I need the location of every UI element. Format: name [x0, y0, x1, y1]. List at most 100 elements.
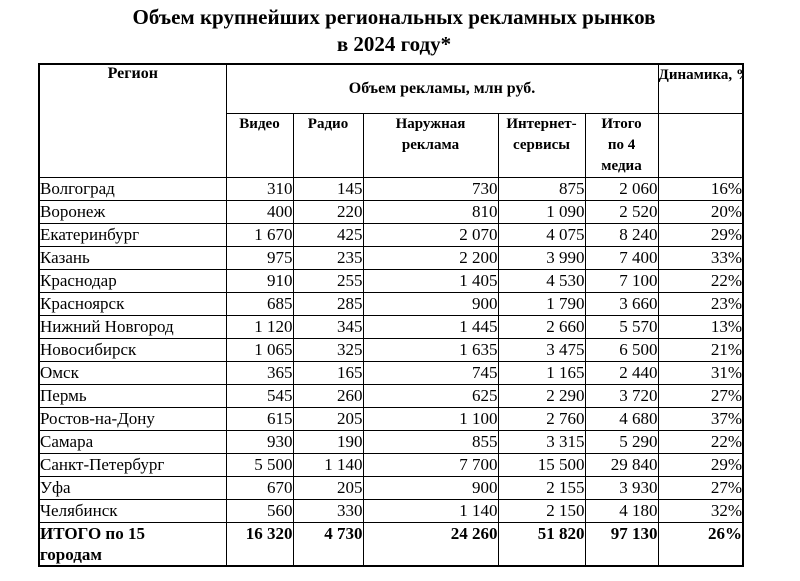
cell-dynamics: 20% — [657, 199, 744, 224]
cell-radio: 220 — [292, 199, 364, 224]
cell-total: 2 060 — [584, 176, 659, 201]
cell-dynamics: 33% — [657, 245, 744, 270]
table-row: Челябинск 560 330 1 140 2 150 4 180 32% — [38, 498, 744, 523]
page-title: Объем крупнейших региональных рекламных … — [38, 4, 750, 58]
cell-region: Воронеж — [38, 199, 227, 224]
cell-total: 7 400 — [584, 245, 659, 270]
cell-totals-outdoor: 24 260 — [362, 521, 499, 567]
cell-outdoor: 855 — [362, 429, 499, 454]
cell-radio: 345 — [292, 314, 364, 339]
cell-internet: 1 165 — [497, 360, 586, 385]
cell-region: Самара — [38, 429, 227, 454]
cell-radio: 325 — [292, 337, 364, 362]
cell-radio: 205 — [292, 475, 364, 500]
cell-internet: 2 155 — [497, 475, 586, 500]
cell-outdoor: 745 — [362, 360, 499, 385]
cell-internet: 875 — [497, 176, 586, 201]
cell-outdoor: 900 — [362, 291, 499, 316]
table-row: Пермь 545 260 625 2 290 3 720 27% — [38, 383, 744, 408]
cell-internet: 1 090 — [497, 199, 586, 224]
cell-radio: 235 — [292, 245, 364, 270]
cell-total: 2 520 — [584, 199, 659, 224]
cell-outdoor: 2 070 — [362, 222, 499, 247]
cell-total: 2 440 — [584, 360, 659, 385]
cell-radio: 190 — [292, 429, 364, 454]
cell-outdoor: 2 200 — [362, 245, 499, 270]
cell-video: 615 — [225, 406, 294, 431]
cell-video: 5 500 — [225, 452, 294, 477]
cell-total: 8 240 — [584, 222, 659, 247]
cell-video: 310 — [225, 176, 294, 201]
cell-internet: 2 760 — [497, 406, 586, 431]
cell-outdoor: 625 — [362, 383, 499, 408]
cell-totals-video: 16 320 — [225, 521, 294, 567]
cell-region: Казань — [38, 245, 227, 270]
cell-outdoor: 1 445 — [362, 314, 499, 339]
table-row: Воронеж 400 220 810 1 090 2 520 20% — [38, 199, 744, 224]
table-row: Екатеринбург 1 670 425 2 070 4 075 8 240 29% — [38, 222, 744, 247]
cell-region: Красноярск — [38, 291, 227, 316]
cell-region: Краснодар — [38, 268, 227, 293]
col-header-radio: Радио — [292, 112, 364, 178]
cell-region: Екатеринбург — [38, 222, 227, 247]
cell-radio: 145 — [292, 176, 364, 201]
cell-total: 5 570 — [584, 314, 659, 339]
col-header-total4: Итого по 4 медиа — [584, 112, 659, 178]
cell-total: 7 100 — [584, 268, 659, 293]
cell-internet: 4 075 — [497, 222, 586, 247]
table-row: Уфа 670 205 900 2 155 3 930 27% — [38, 475, 744, 500]
cell-dynamics: 29% — [657, 452, 744, 477]
cell-dynamics: 32% — [657, 498, 744, 523]
cell-outdoor: 1 405 — [362, 268, 499, 293]
col-header-video: Видео — [225, 112, 294, 178]
col-header-internet: Интернет-сервисы — [497, 112, 586, 178]
table-row: Санкт-Петербург 5 500 1 140 7 700 15 500 29 8… — [38, 452, 744, 477]
totals-label: ИТОГО по 15 городам — [40, 523, 145, 564]
table-row: Казань 975 235 2 200 3 990 7 400 33% — [38, 245, 744, 270]
table-row: Новосибирск 1 065 325 1 635 3 475 6 500 21% — [38, 337, 744, 362]
cell-dynamics: 16% — [657, 176, 744, 201]
cell-total: 4 180 — [584, 498, 659, 523]
col-header-region: Регион — [38, 63, 227, 178]
totals-row: ИТОГО по 15 городам 16 320 4 730 24 260 … — [38, 521, 744, 567]
cell-internet: 2 150 — [497, 498, 586, 523]
table-row: Самара 930 190 855 3 315 5 290 22% — [38, 429, 744, 454]
cell-video: 545 — [225, 383, 294, 408]
cell-dynamics: 13% — [657, 314, 744, 339]
cell-totals-total: 97 130 — [584, 521, 659, 567]
cell-outdoor: 1 635 — [362, 337, 499, 362]
cell-dynamics: 31% — [657, 360, 744, 385]
cell-dynamics: 22% — [657, 429, 744, 454]
cell-video: 930 — [225, 429, 294, 454]
cell-internet: 3 990 — [497, 245, 586, 270]
cell-region: Ростов-на-Дону — [38, 406, 227, 431]
cell-region: Челябинск — [38, 498, 227, 523]
cell-total: 5 290 — [584, 429, 659, 454]
page-title-line2: в 2024 году* — [336, 32, 452, 56]
cell-video: 1 670 — [225, 222, 294, 247]
cell-radio: 330 — [292, 498, 364, 523]
cell-internet: 3 475 — [497, 337, 586, 362]
cell-internet: 2 290 — [497, 383, 586, 408]
cell-total: 4 680 — [584, 406, 659, 431]
cell-totals-dynamics: 26% — [657, 521, 744, 567]
cell-radio: 285 — [292, 291, 364, 316]
table-row: Нижний Новгород 1 120 345 1 445 2 660 5 570 13… — [38, 314, 744, 339]
cell-region: Омск — [38, 360, 227, 385]
cell-radio: 425 — [292, 222, 364, 247]
col-header-internet-label: Интернет-сервисы — [506, 115, 577, 153]
cell-radio: 255 — [292, 268, 364, 293]
cell-total: 3 930 — [584, 475, 659, 500]
table-row: Волгоград 310 145 730 875 2 060 16% — [38, 176, 744, 201]
cell-video: 685 — [225, 291, 294, 316]
cell-video: 1 065 — [225, 337, 294, 362]
table-row: Омск 365 165 745 1 165 2 440 31% — [38, 360, 744, 385]
cell-internet: 4 530 — [497, 268, 586, 293]
col-header-outdoor-label: Наружная реклама — [395, 115, 466, 153]
cell-outdoor: 1 100 — [362, 406, 499, 431]
col-header-total4-label: Итого по 4 медиа — [601, 115, 642, 174]
cell-internet: 1 790 — [497, 291, 586, 316]
cell-dynamics: 22% — [657, 268, 744, 293]
table-body: Волгоград 310 145 730 875 2 060 16% Воронеж 400 2… — [38, 176, 744, 523]
col-header-video-label: Видео — [239, 115, 280, 132]
